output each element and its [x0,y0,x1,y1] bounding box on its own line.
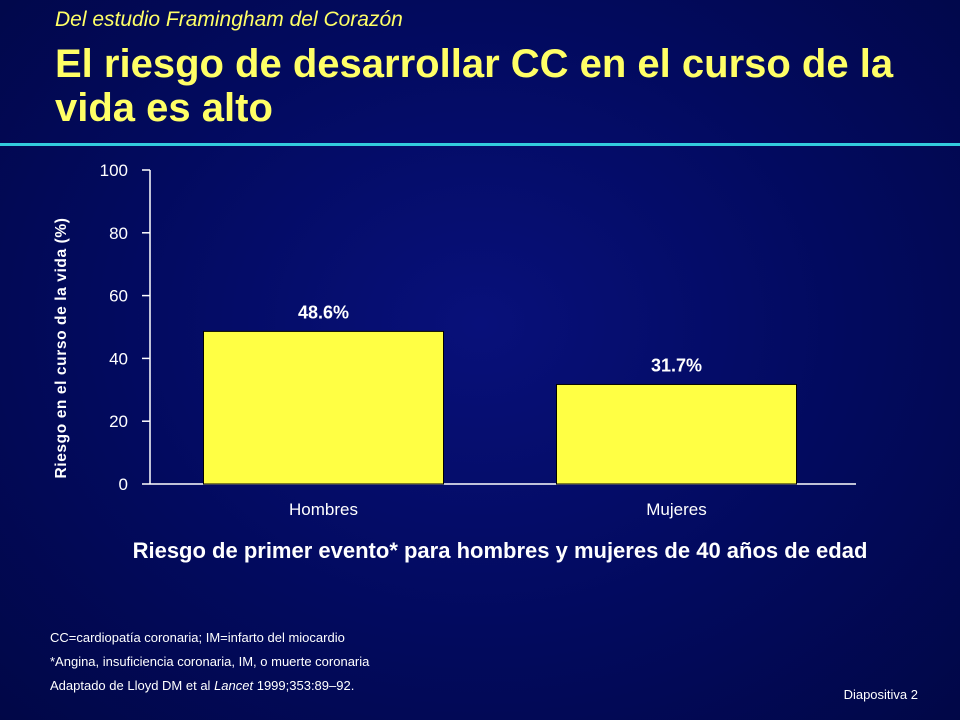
title-divider [0,143,960,146]
source-prefix: Adaptado de Lloyd DM et al [50,678,215,693]
data-label: 31.7% [651,355,702,375]
y-tick-label: 100 [100,161,128,180]
y-tick-label: 40 [109,349,128,368]
x-tick-label: Mujeres [646,500,706,519]
y-tick-label: 60 [109,287,128,306]
bar-mujeres [556,383,797,485]
y-tick-label: 80 [109,224,128,243]
source-suffix: 1999;353:89–92. [253,678,355,693]
chart-caption: Riesgo de primer evento* para hombres y … [132,538,868,563]
footnotes: CC=cardiopatía coronaria; IM=infarto del… [50,626,369,698]
bar-hombres [203,330,444,485]
footnote-source: Adaptado de Lloyd DM et al Lancet 1999;3… [50,674,369,698]
footnote-event-definition: *Angina, insuficiencia coronaria, IM, o … [50,654,370,669]
y-tick-label: 0 [119,475,128,494]
slide-number: Diapositiva 2 [843,687,918,702]
slide-title: El riesgo de desarrollar CC en el curso … [55,42,894,130]
x-tick-label: Hombres [289,500,358,519]
y-tick-label: 20 [109,412,128,431]
data-label: 48.6% [298,302,349,322]
footnote-abbreviations: CC=cardiopatía coronaria; IM=infarto del… [50,630,345,645]
slide-subtitle: Del estudio Framingham del Corazón [55,8,403,31]
source-journal: Lancet [214,678,254,693]
bar-chart: 0 20 40 60 80 100 48.6% Hombres 31.7% Mujeres Ri… [53,161,797,519]
y-axis-label: Riesgo en el curso de la vida (%) [53,218,70,479]
chart-bars: 48.6% Hombres 31.7% Mujeres [203,302,797,519]
